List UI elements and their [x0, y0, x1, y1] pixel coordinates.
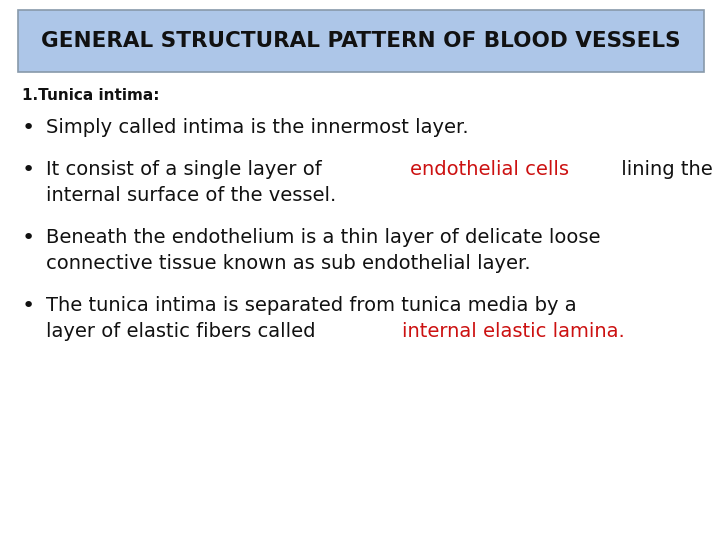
Text: The tunica intima is separated from tunica media by a: The tunica intima is separated from tuni… [46, 296, 577, 315]
Text: GENERAL STRUCTURAL PATTERN OF BLOOD VESSELS: GENERAL STRUCTURAL PATTERN OF BLOOD VESS… [41, 31, 681, 51]
Text: internal surface of the vessel.: internal surface of the vessel. [46, 186, 336, 205]
Text: It consist of a single layer of: It consist of a single layer of [46, 160, 328, 179]
Text: internal elastic lamina.: internal elastic lamina. [402, 322, 624, 341]
Text: connective tissue known as sub endothelial layer.: connective tissue known as sub endotheli… [46, 254, 531, 273]
Text: •: • [22, 296, 35, 316]
Text: •: • [22, 228, 35, 248]
Text: Beneath the endothelium is a thin layer of delicate loose: Beneath the endothelium is a thin layer … [46, 228, 600, 247]
Text: lining the: lining the [615, 160, 713, 179]
Text: •: • [22, 118, 35, 138]
Text: Simply called intima is the innermost layer.: Simply called intima is the innermost la… [46, 118, 469, 137]
Text: 1.Tunica intima:: 1.Tunica intima: [22, 88, 160, 103]
Text: endothelial cells: endothelial cells [410, 160, 569, 179]
FancyBboxPatch shape [18, 10, 704, 72]
Text: •: • [22, 160, 35, 180]
Text: layer of elastic fibers called: layer of elastic fibers called [46, 322, 322, 341]
